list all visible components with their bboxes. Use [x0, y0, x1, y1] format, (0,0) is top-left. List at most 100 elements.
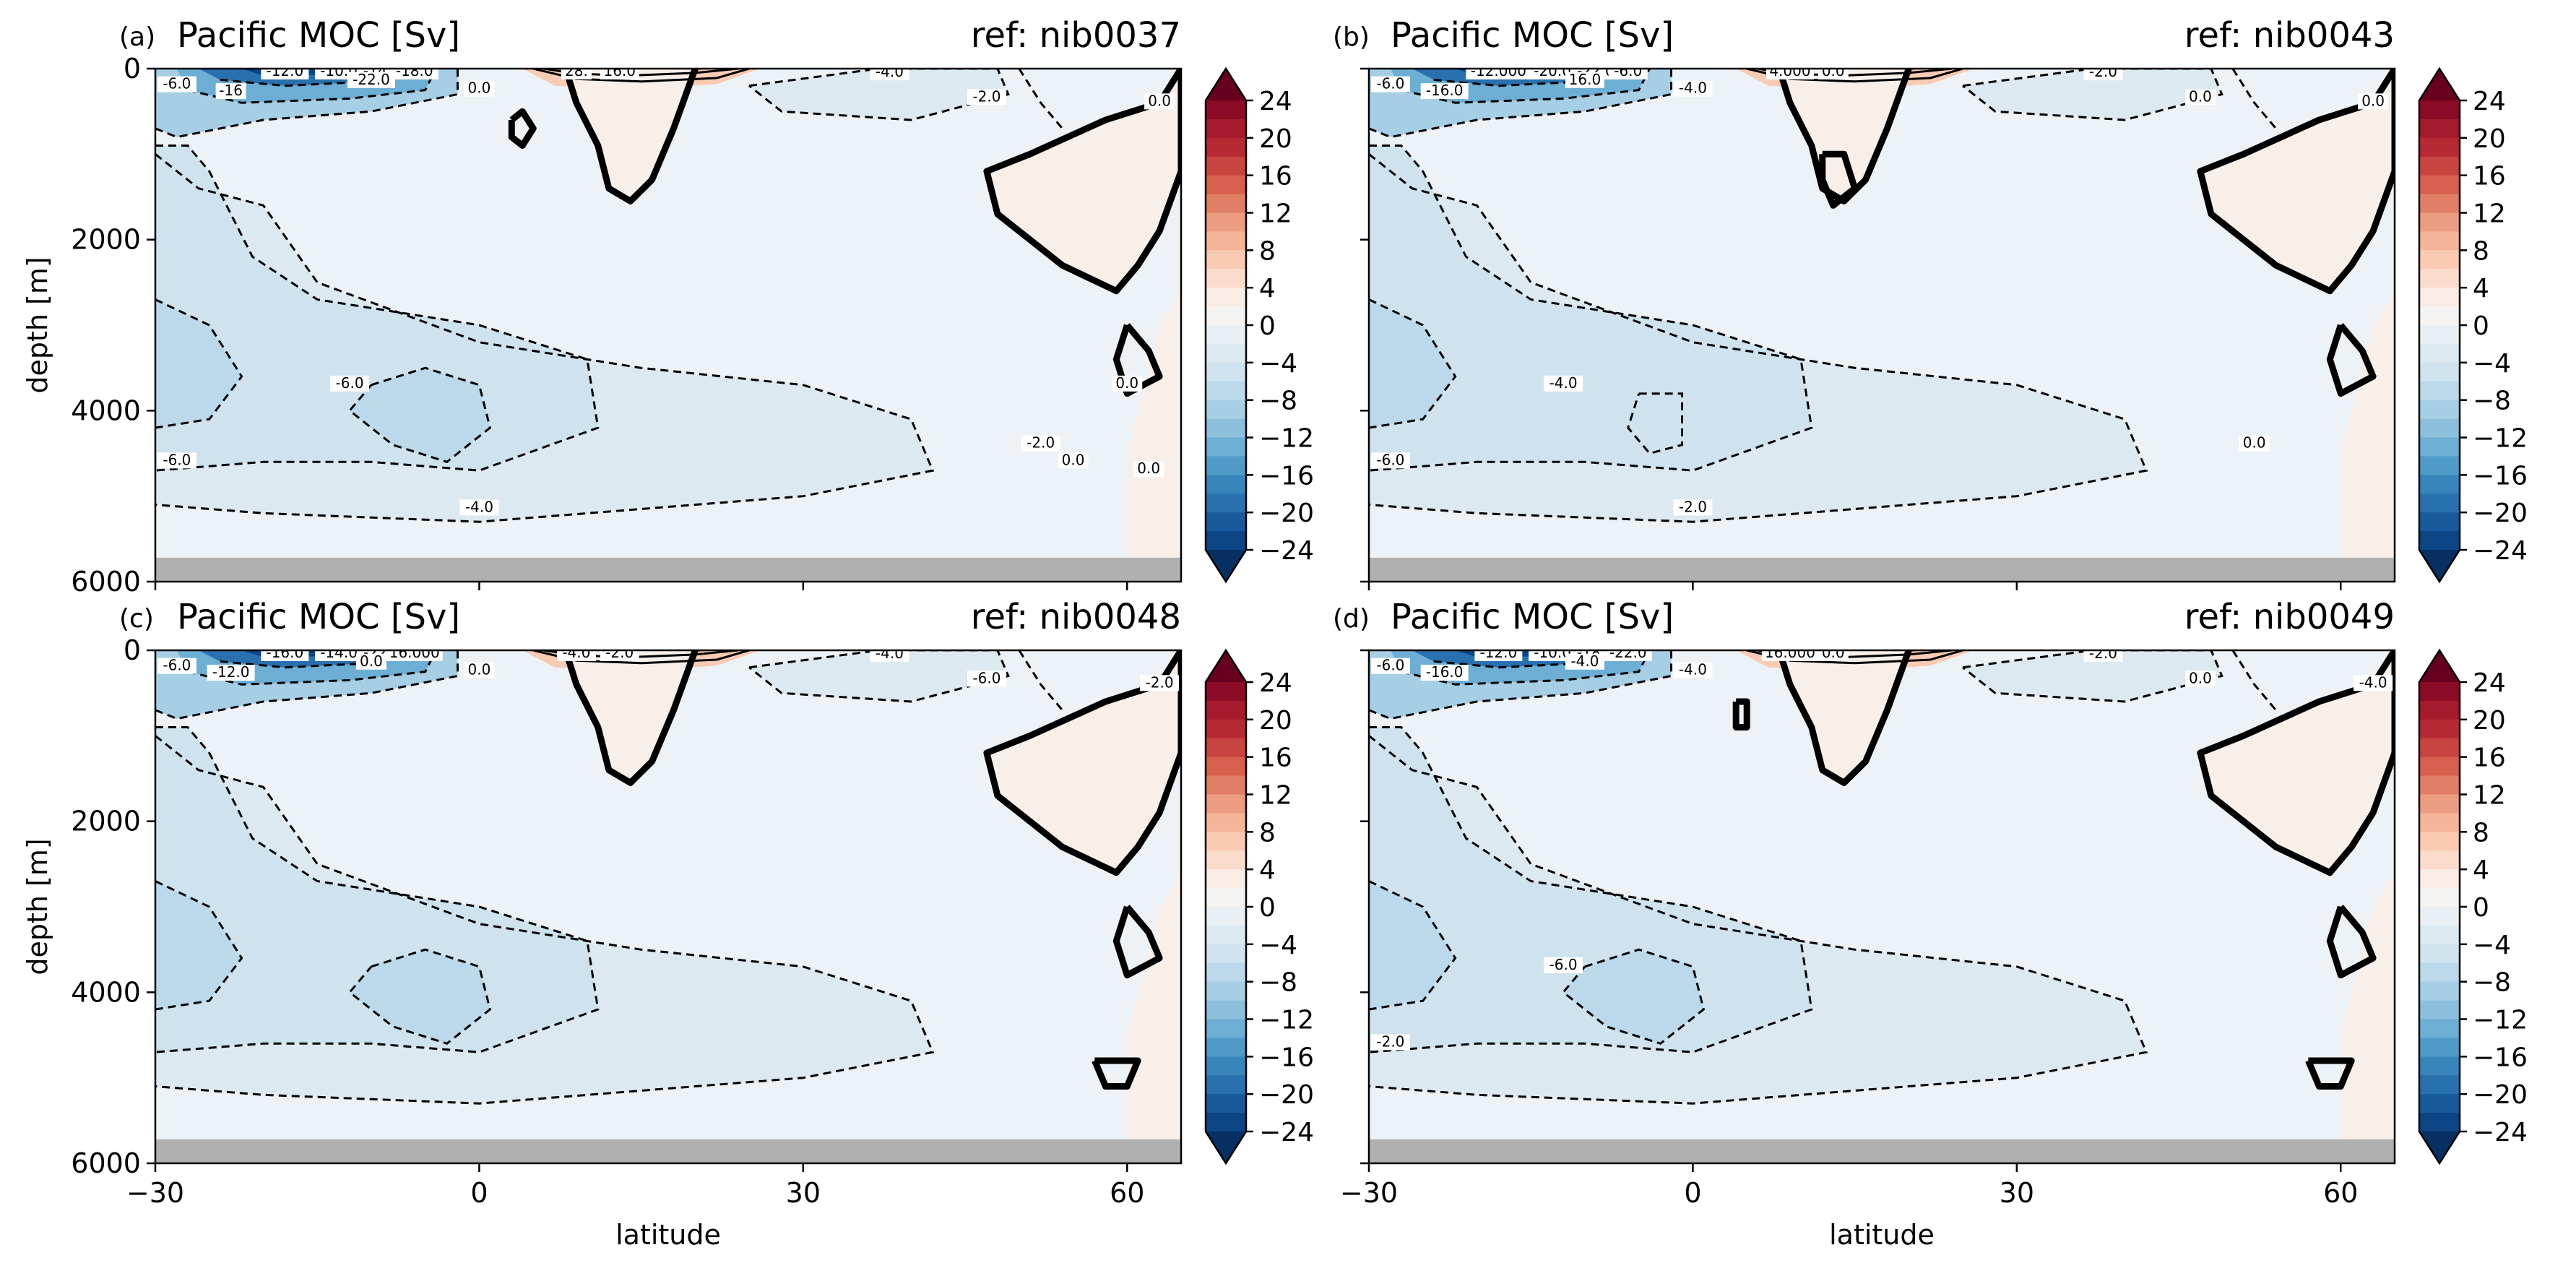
colorbar-tick-label: 12 — [1259, 199, 1292, 229]
contour-label: -16.0 — [1426, 82, 1464, 99]
field-region-14 — [1127, 872, 1181, 1163]
panel-letter: (a) — [119, 22, 155, 52]
colorbar: 24 20 16 12 8 4 0 −4 −8 −12 −16 −20 −24 — [1204, 648, 1314, 1165]
colorbar-tick-label: 16 — [1259, 162, 1292, 191]
x-tick-label: −30 — [126, 1177, 184, 1209]
colorbar-segment — [2419, 738, 2460, 758]
colorbar-segment — [2419, 907, 2460, 926]
contour-zero-1 — [983, 69, 1181, 295]
contour-label-bg — [1818, 69, 1849, 79]
contour-label: -6.0 — [1376, 451, 1404, 468]
colorbar-tick-label: −16 — [1259, 1043, 1314, 1072]
field-region-4 — [1628, 393, 1682, 454]
contour-label-bg — [261, 69, 309, 79]
contour-label: -10.0 — [1534, 644, 1571, 661]
colorbar-tick-label: 4 — [2473, 274, 2489, 303]
axes-frame — [154, 649, 1183, 1165]
contour-label: -6.0 — [1614, 62, 1642, 79]
colorbar: 24 20 16 12 8 4 0 −4 −8 −12 −16 −20 −24 — [2418, 66, 2528, 584]
contour-label-bg — [600, 69, 639, 79]
contour-negative-4 — [155, 650, 459, 720]
colorbar-segment — [2419, 325, 2460, 345]
field-region-14 — [2341, 290, 2395, 582]
contour-label-bg — [2083, 69, 2123, 81]
contour-label: -4.0 — [1679, 79, 1707, 97]
y-tick-label: 0 — [124, 53, 141, 85]
contour-label-bg — [1565, 72, 1604, 88]
contour-label: -16.0 — [266, 644, 303, 661]
contour-negative-3 — [1962, 69, 2223, 121]
contour-label: 16.000 — [1765, 644, 1815, 661]
field-region-15 — [1369, 557, 2395, 582]
panel-ref: ref: nib0037 — [971, 15, 1181, 56]
field-region-15 — [155, 557, 1181, 582]
contour-label-bg — [870, 69, 909, 81]
y-axis-label: depth [m] — [22, 257, 53, 393]
x-tick-label: 30 — [786, 1177, 821, 1209]
colorbar-segment — [1206, 1038, 1246, 1057]
contour-label: -22.0 — [1609, 644, 1647, 661]
panel-d: (d) Pacific MOC [Sv] ref: nib0049 -6.0 -16.0… — [1333, 597, 2528, 1251]
contour-label: -6.0 — [1550, 956, 1578, 973]
contour-label: -18.0 — [396, 62, 433, 79]
colorbar-segment — [1206, 137, 1246, 158]
contour-negative-0 — [155, 726, 600, 1053]
field-region-11 — [1963, 69, 2222, 120]
colorbar-tick-label: −16 — [2473, 1043, 2528, 1072]
colorbar-tick-label: −12 — [2473, 424, 2528, 454]
colorbar-segment — [1206, 794, 1246, 814]
contour-negative-3 — [748, 650, 1010, 703]
panel-b: (b) Pacific MOC [Sv] ref: nib0043 -6.0 -16.0… — [1333, 15, 2528, 590]
field-region-2 — [1369, 145, 1812, 471]
y-tick-label: 6000 — [71, 1147, 141, 1179]
contour-label-bg — [215, 83, 246, 100]
colorbar-segment — [1206, 682, 1246, 702]
colorbar-tick-label: 4 — [2473, 855, 2489, 885]
colorbar-segment — [2419, 944, 2460, 964]
contour-label: 16.0 — [603, 62, 636, 79]
colorbar-segment — [2419, 175, 2460, 195]
colorbar-segment — [2419, 962, 2460, 983]
contour-label-bg — [1474, 650, 1523, 661]
contour-label: -2.0 — [1679, 498, 1707, 515]
colorbar-tick-label: −20 — [1259, 1080, 1314, 1110]
contour-label: 0.0 — [2243, 434, 2266, 452]
contour-negative-5 — [187, 69, 437, 104]
contour-zero-1 — [2197, 69, 2395, 295]
colorbar-tick-label: 4 — [1259, 274, 1276, 303]
field-region-2 — [1369, 727, 1812, 1053]
contour-label: -6.0 — [336, 374, 364, 392]
contour-negative-4 — [155, 69, 459, 139]
colorbar-segment — [2419, 381, 2460, 401]
field-region-14 — [2341, 872, 2395, 1163]
colorbar-tick-label: −12 — [1259, 424, 1314, 454]
contour-negative-0 — [1369, 726, 1813, 1053]
contour-negative-5 — [1401, 650, 1651, 686]
colorbar-extend-max — [2419, 69, 2460, 100]
colorbar-extend-max — [1206, 650, 1246, 682]
field-region-12 — [566, 650, 696, 783]
contour-label: -4.0 — [876, 63, 904, 80]
contour-zero-1 — [2197, 650, 2395, 876]
colorbar-segment — [2419, 1113, 2460, 1132]
contour-label-bg — [1604, 650, 1652, 661]
contour-negative-4 — [1369, 650, 1672, 720]
contour-label-bg — [330, 375, 370, 392]
colorbar-segment — [2419, 400, 2460, 420]
contour-label-bg — [1673, 499, 1713, 516]
y-tick-label: 4000 — [71, 395, 141, 426]
contour-negative-0 — [155, 145, 600, 472]
contour-label: 0.0 — [1062, 451, 1085, 468]
colorbar-segment — [1206, 700, 1246, 720]
contour-negative-2 — [1369, 880, 1457, 1011]
colorbar-segment — [2419, 362, 2460, 382]
colorbar-tick-label: −20 — [2473, 1080, 2528, 1110]
contour-label-bg — [1144, 93, 1175, 110]
contour-negative-3 — [1962, 650, 2223, 703]
x-tick-label: 60 — [1110, 1177, 1144, 1209]
contour-label: -16 — [219, 82, 243, 99]
colorbar-tick-label: 4 — [1259, 855, 1276, 885]
contour-label-bg — [459, 499, 499, 516]
colorbar-segment — [2419, 719, 2460, 739]
contour-label: 16.0 — [1569, 71, 1602, 88]
